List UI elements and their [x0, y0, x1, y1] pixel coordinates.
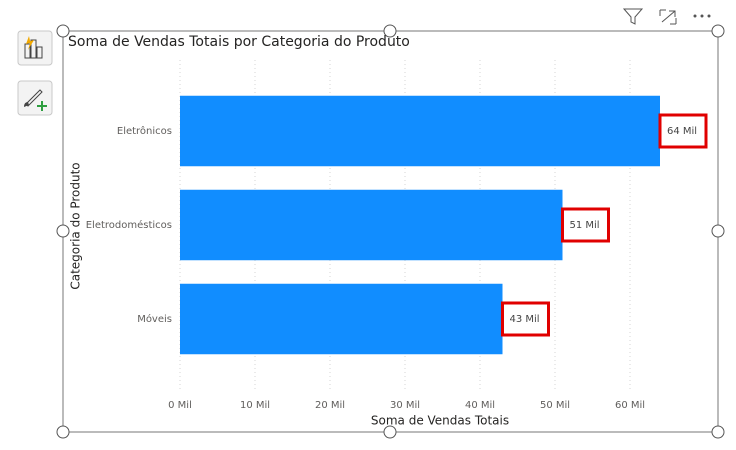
filter-icon[interactable]: [622, 8, 644, 25]
visual-header: [622, 8, 711, 25]
resize-handle[interactable]: [383, 24, 397, 38]
format-toolbar: [17, 30, 53, 116]
x-tick-label: 20 Mil: [315, 400, 345, 411]
plot-area: 0 Mil 10 Mil 20 Mil 30 Mil 40 Mil 50 Mil 60 Mi…: [86, 60, 708, 411]
y-axis-label: Categoria do Produto: [69, 162, 83, 289]
x-axis-label: Soma de Vendas Totais: [371, 414, 509, 428]
resize-handle[interactable]: [56, 224, 70, 238]
bar: [180, 283, 503, 355]
bar: [180, 189, 563, 261]
icon-bar: [36, 46, 43, 59]
y-tick-label: Eletrodomésticos: [86, 219, 172, 231]
more-options-icon[interactable]: [693, 14, 711, 18]
resize-handle[interactable]: [711, 24, 725, 38]
build-visual-button[interactable]: [17, 30, 53, 66]
highlight-box: [501, 301, 550, 337]
y-tick-label: Móveis: [137, 313, 172, 325]
highlight-box: [561, 207, 610, 243]
data-label: 43 Mil: [510, 314, 540, 325]
icon-bar: [30, 39, 37, 59]
data-label: 51 Mil: [570, 220, 600, 231]
icon-bar: [24, 43, 31, 59]
icon-brush-tip: [24, 102, 29, 107]
chart-title: Soma de Vendas Totais por Categoria do P…: [68, 34, 410, 50]
x-tick-label: 10 Mil: [240, 400, 270, 411]
focus-mode-icon[interactable]: [659, 9, 677, 25]
resize-handles: [56, 24, 725, 439]
x-tick-label: 0 Mil: [168, 400, 192, 411]
x-tick-label: 40 Mil: [465, 400, 495, 411]
x-tick-label: 50 Mil: [540, 400, 570, 411]
resize-handle[interactable]: [56, 425, 70, 439]
data-label: 64 Mil: [667, 126, 697, 137]
resize-handle[interactable]: [56, 24, 70, 38]
icon-bolt: [26, 36, 34, 50]
x-tick-label: 30 Mil: [390, 400, 420, 411]
resize-handle[interactable]: [711, 425, 725, 439]
resize-handle[interactable]: [383, 425, 397, 439]
bar: [180, 95, 660, 167]
x-tick-label: 60 Mil: [615, 400, 645, 411]
highlight-box: [658, 113, 708, 149]
icon-plus: [37, 101, 47, 111]
format-visual-button[interactable]: [17, 80, 53, 116]
resize-handle[interactable]: [711, 224, 725, 238]
y-tick-label: Eletrônicos: [117, 125, 172, 137]
